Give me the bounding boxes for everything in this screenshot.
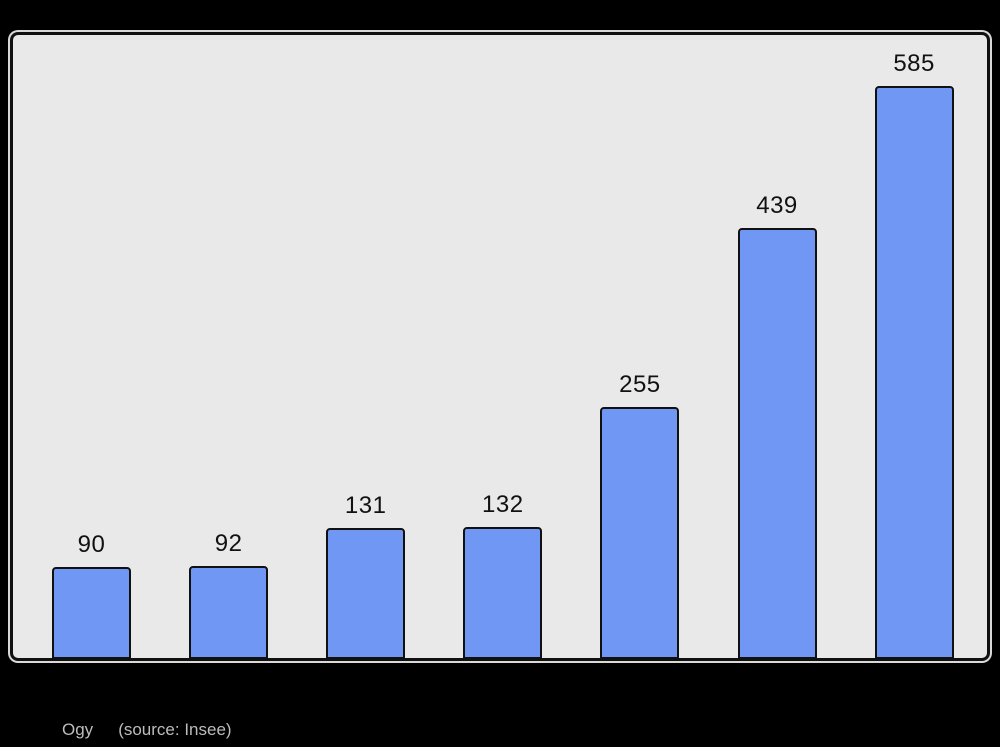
bar bbox=[600, 407, 680, 659]
bar bbox=[463, 527, 543, 659]
bar bbox=[326, 528, 406, 659]
chart-caption: Ogy (source: Insee) bbox=[62, 719, 232, 741]
source-note: (source: Insee) bbox=[118, 720, 232, 739]
bar-value-label: 255 bbox=[619, 371, 661, 398]
commune-name: Ogy bbox=[62, 720, 94, 739]
bar-value-label: 92 bbox=[214, 530, 243, 557]
bar bbox=[189, 566, 269, 659]
bar-value-label: 439 bbox=[756, 192, 798, 219]
bar bbox=[52, 567, 131, 659]
bar-value-label: 90 bbox=[77, 531, 106, 558]
bar-value-label: 131 bbox=[344, 492, 387, 519]
bar bbox=[874, 86, 954, 659]
bar bbox=[737, 228, 817, 659]
plot-area: 90 92 131 132 255 439 585 bbox=[10, 32, 990, 661]
bars-container: 90 92 131 132 255 439 585 bbox=[13, 35, 987, 659]
bar-value-label: 585 bbox=[893, 50, 935, 77]
bar-value-label: 132 bbox=[482, 491, 524, 518]
